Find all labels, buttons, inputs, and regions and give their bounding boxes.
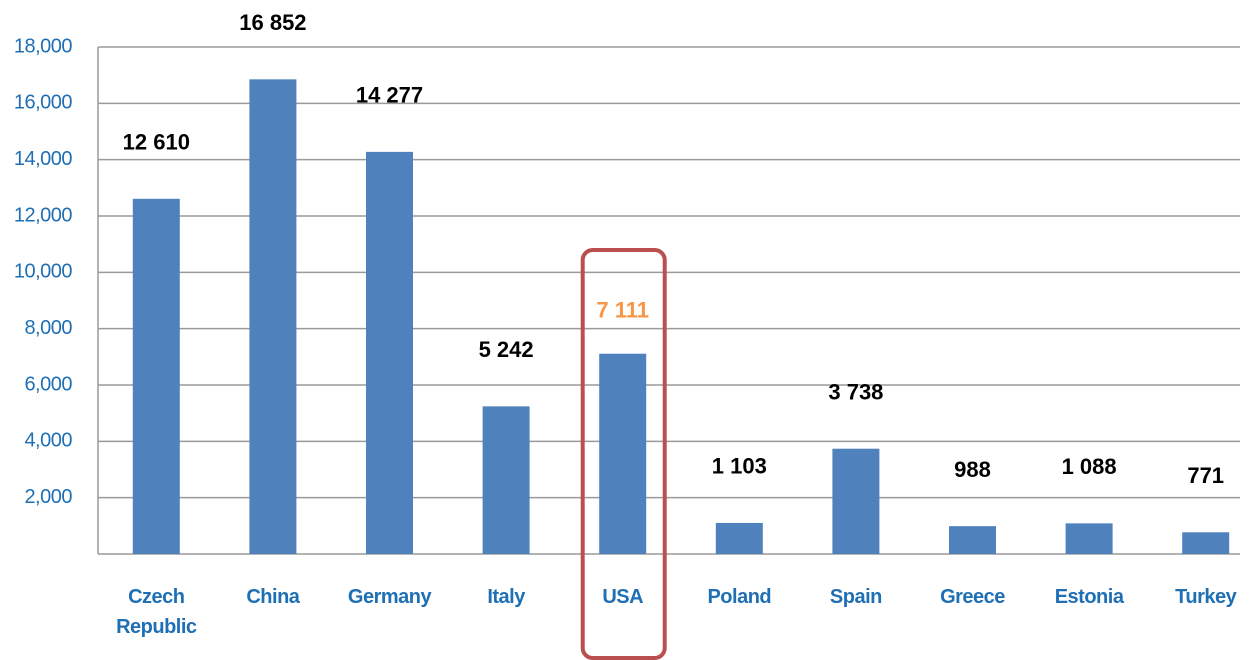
y-tick-label: 10,000: [14, 261, 73, 283]
y-tick-label: 12,000: [14, 204, 73, 226]
y-tick-label: 4,000: [24, 430, 72, 452]
bar: [599, 353, 647, 554]
x-tick-label: Estonia: [1054, 586, 1124, 608]
y-tick-label: 8,000: [24, 317, 72, 339]
x-tick-label: Czech Republic: [116, 586, 197, 638]
bar: [1065, 523, 1113, 554]
bar: [949, 526, 996, 554]
x-tick-label: Italy: [487, 586, 525, 608]
y-tick-label: 14,000: [14, 148, 73, 170]
bar: [249, 79, 297, 555]
x-tick-label: Spain: [829, 586, 882, 608]
bar: [832, 448, 880, 554]
bar: [1182, 532, 1230, 554]
value-label: 1 103: [712, 454, 767, 479]
y-tick-label: 6,000: [24, 373, 72, 395]
value-label: 5 242: [479, 337, 534, 362]
y-tick-label: 16,000: [14, 92, 73, 114]
bar: [132, 198, 180, 554]
x-tick-label: Germany: [347, 586, 432, 608]
x-tick-label: Greece: [940, 586, 1005, 608]
x-tick-label: China: [246, 586, 300, 608]
value-label: 7 111: [596, 298, 649, 323]
bar: [366, 151, 413, 554]
y-tick-label: 2,000: [24, 486, 72, 508]
value-label: 16 852: [239, 10, 306, 35]
value-label: 12 610: [123, 130, 190, 155]
value-label: 14 277: [356, 83, 423, 108]
x-tick-label: USA: [602, 586, 644, 608]
x-tick-label: Poland: [707, 586, 772, 608]
value-label: 3 738: [828, 380, 883, 405]
highlight-box: [580, 248, 667, 660]
y-tick-label: 18,000: [14, 35, 73, 57]
value-label: 1 088: [1062, 454, 1117, 479]
value-label: 988: [954, 457, 991, 482]
bar: [482, 406, 530, 554]
bar: [715, 522, 763, 554]
x-tick-label: Turkey: [1175, 586, 1237, 608]
value-label: 771: [1187, 463, 1224, 488]
